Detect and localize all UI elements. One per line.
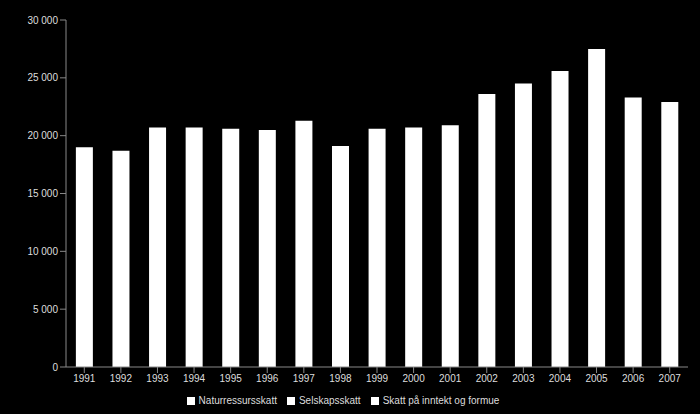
svg-text:30 000: 30 000 bbox=[27, 15, 58, 26]
svg-text:15 000: 15 000 bbox=[27, 188, 58, 199]
svg-text:2003: 2003 bbox=[512, 373, 535, 384]
svg-text:1994: 1994 bbox=[183, 373, 206, 384]
svg-text:1997: 1997 bbox=[293, 373, 316, 384]
svg-text:20 000: 20 000 bbox=[27, 130, 58, 141]
svg-text:2000: 2000 bbox=[402, 373, 425, 384]
html-text:Skatt på inntekt og formue: Skatt på inntekt og formue bbox=[382, 395, 500, 406]
svg-text:10 000: 10 000 bbox=[27, 246, 58, 257]
svg-text:25 000: 25 000 bbox=[27, 72, 58, 83]
svg-text:2001: 2001 bbox=[439, 373, 462, 384]
svg-text:2005: 2005 bbox=[585, 373, 608, 384]
svg-text:1991: 1991 bbox=[73, 373, 96, 384]
svg-text:2002: 2002 bbox=[476, 373, 499, 384]
svg-text:2007: 2007 bbox=[659, 373, 682, 384]
svg-text:2006: 2006 bbox=[622, 373, 645, 384]
svg-text:1998: 1998 bbox=[329, 373, 352, 384]
svg-text:1996: 1996 bbox=[256, 373, 279, 384]
svg-text:1995: 1995 bbox=[220, 373, 243, 384]
svg-text:0: 0 bbox=[52, 362, 58, 373]
html-text:Naturressursskatt: Naturressursskatt bbox=[198, 395, 277, 406]
svg-text:1992: 1992 bbox=[110, 373, 133, 384]
svg-text:2004: 2004 bbox=[549, 373, 572, 384]
html-text:Selskapsskatt: Selskapsskatt bbox=[299, 395, 361, 406]
svg-text:1993: 1993 bbox=[146, 373, 169, 384]
svg-text:5 000: 5 000 bbox=[33, 304, 58, 315]
svg-text:1999: 1999 bbox=[366, 373, 389, 384]
